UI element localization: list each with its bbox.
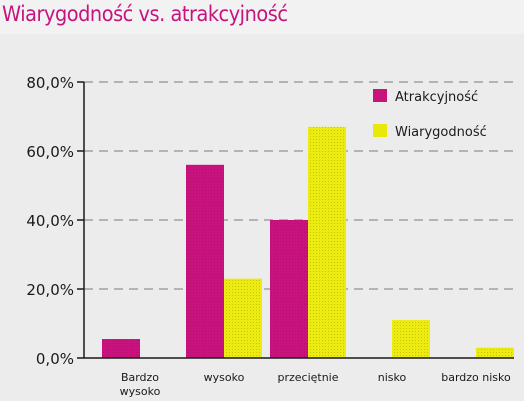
y-tick-label: 20,0% [26,281,74,299]
bar-atrakcyjnosc [270,220,308,358]
y-tick-label: 0,0% [36,350,74,368]
bar-atrakcyjnosc [102,339,140,358]
y-tick-label: 60,0% [26,143,74,161]
legend-swatch [373,89,387,102]
x-tick-label: nisko [378,371,407,384]
bar-wiarygodnosc [308,126,346,358]
x-tick-label: wysoko [204,371,245,384]
legend-label: Wiarygodność [395,125,487,140]
bars-layer [102,126,514,358]
x-tick-label: wysoko [120,385,161,398]
y-tick-label: 40,0% [26,212,74,230]
bar-wiarygodnosc [392,320,430,358]
bar-atrakcyjnosc [186,164,224,358]
chart-title: Wiarygodność vs. atrakcyjność [2,2,288,26]
x-tick-label: bardzo nisko [441,371,511,384]
legend: Atrakcyjność Wiarygodność [373,89,487,140]
legend-swatch [373,124,387,137]
y-tick-label: 80,0% [26,74,74,92]
bar-wiarygodnosc [224,278,262,358]
x-tick-label: przeciętnie [277,371,338,384]
axis-layer: 0,0%20,0%40,0%60,0%80,0%Bardzowysokowyso… [26,74,514,398]
legend-label: Atrakcyjność [395,90,478,105]
bar-wiarygodnosc [476,347,514,358]
x-tick-label: Bardzo [121,371,159,384]
